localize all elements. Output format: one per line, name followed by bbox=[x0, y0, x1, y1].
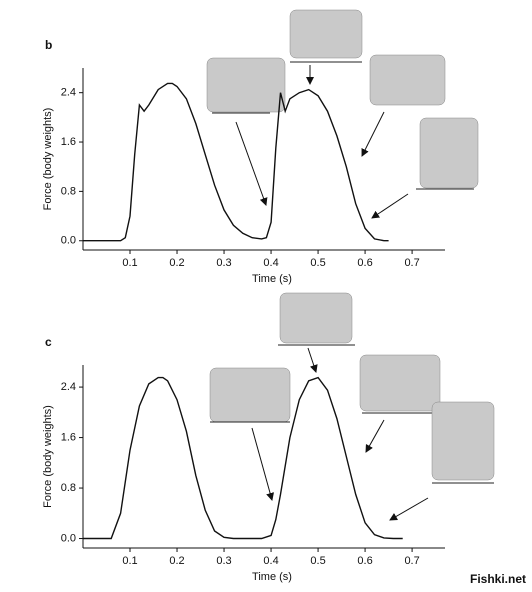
arrow bbox=[365, 419, 385, 453]
photo bbox=[209, 367, 291, 423]
x-tick-label: 0.7 bbox=[404, 257, 419, 269]
y-tick-label: 0.8 bbox=[61, 482, 76, 494]
data-line bbox=[83, 376, 403, 540]
x-tick-label: 0.6 bbox=[357, 257, 372, 269]
x-tick-label: 0.3 bbox=[216, 257, 231, 269]
x-tick-label: 0.2 bbox=[169, 555, 184, 567]
arrow bbox=[389, 497, 429, 521]
x-tick-label: 0.4 bbox=[263, 555, 278, 567]
y-tick-label: 0.8 bbox=[61, 185, 76, 197]
y-tick-label: 2.4 bbox=[61, 381, 76, 393]
photo bbox=[279, 292, 353, 344]
illustrations-c bbox=[209, 292, 495, 521]
photo bbox=[419, 117, 479, 189]
x-tick-label: 0.2 bbox=[169, 257, 184, 269]
photo bbox=[206, 57, 286, 113]
x-axis-label: Time (s) bbox=[252, 273, 292, 285]
x-axis-label: Time (s) bbox=[252, 571, 292, 583]
panel-label: b bbox=[45, 38, 52, 52]
photo bbox=[289, 9, 363, 59]
y-tick-label: 1.6 bbox=[61, 431, 76, 443]
y-axis-label: Force (body weights) bbox=[42, 108, 54, 211]
y-tick-label: 0.0 bbox=[61, 532, 76, 544]
x-tick-label: 0.5 bbox=[310, 257, 325, 269]
y-axis-label: Force (body weights) bbox=[42, 405, 54, 508]
y-tick-label: 1.6 bbox=[61, 136, 76, 148]
x-tick-label: 0.3 bbox=[216, 555, 231, 567]
photo bbox=[359, 354, 441, 412]
x-tick-label: 0.7 bbox=[404, 555, 419, 567]
x-tick-label: 0.1 bbox=[122, 257, 137, 269]
arrow bbox=[307, 347, 318, 373]
photo bbox=[431, 401, 495, 481]
panel-label: c bbox=[45, 335, 52, 349]
photo bbox=[369, 54, 446, 106]
arrow bbox=[235, 121, 268, 206]
data-line bbox=[83, 82, 389, 242]
arrow bbox=[361, 111, 385, 157]
x-tick-label: 0.1 bbox=[122, 555, 137, 567]
watermark: Fishki.net bbox=[470, 572, 526, 586]
arrow bbox=[251, 427, 274, 501]
y-tick-label: 0.0 bbox=[61, 235, 76, 247]
illustrations-b bbox=[206, 9, 479, 219]
arrow bbox=[371, 193, 409, 219]
x-tick-label: 0.4 bbox=[263, 257, 278, 269]
y-tick-label: 2.4 bbox=[61, 87, 76, 99]
x-tick-label: 0.6 bbox=[357, 555, 372, 567]
x-tick-label: 0.5 bbox=[310, 555, 325, 567]
